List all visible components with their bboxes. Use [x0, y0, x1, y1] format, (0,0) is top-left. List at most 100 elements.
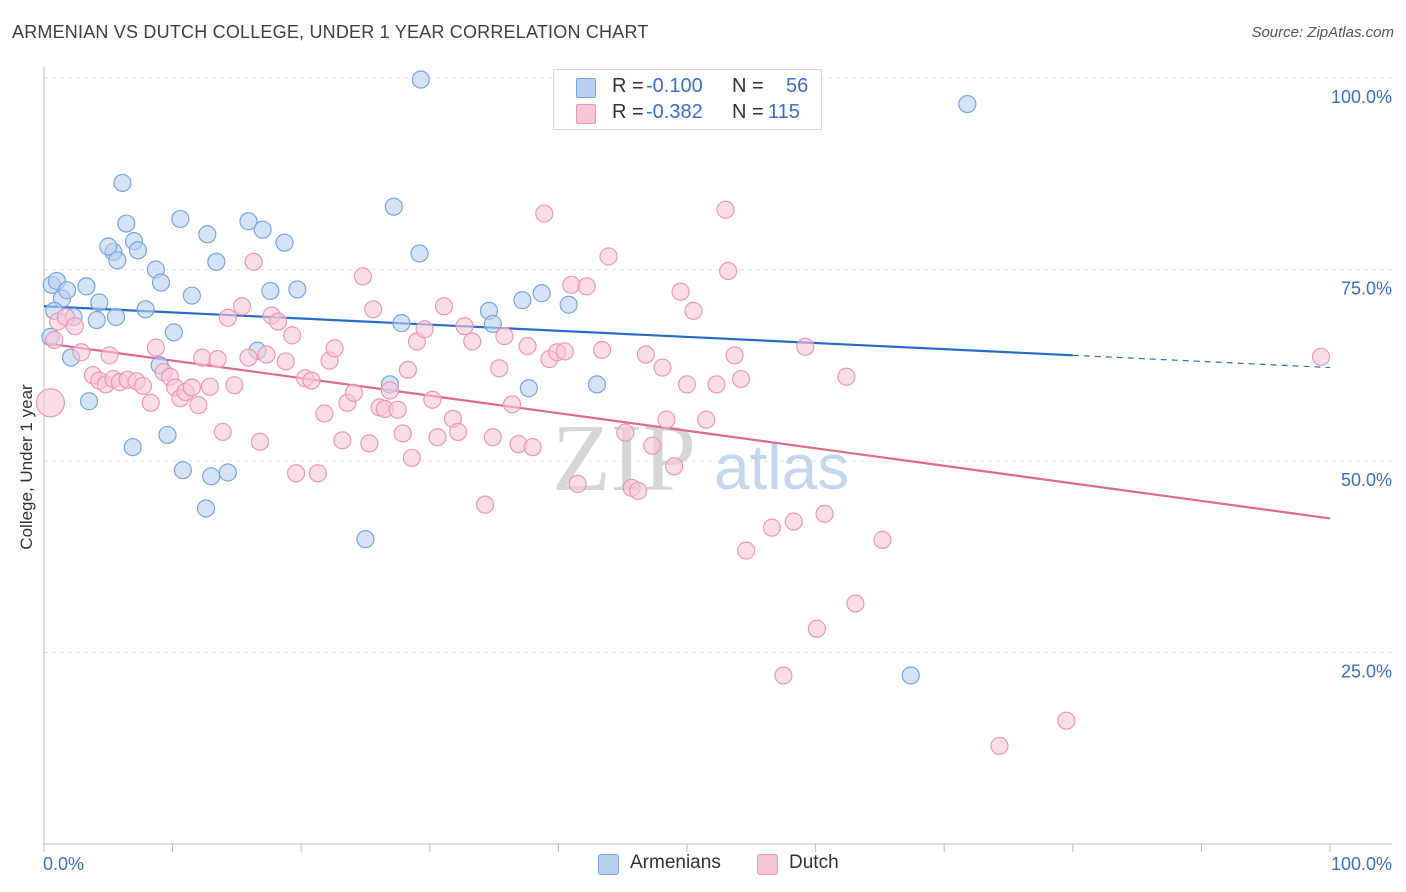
dutch-point [218, 308, 237, 327]
dutch-point [133, 376, 153, 396]
armenians-point [261, 281, 280, 301]
dutch-point [200, 377, 219, 396]
armenians-point [99, 237, 118, 256]
dutch-point [344, 383, 364, 402]
axes [43, 66, 1392, 852]
armenians-point [392, 314, 411, 333]
dutch-point [232, 297, 252, 316]
armenians-point [106, 307, 126, 327]
armenians-point [171, 209, 190, 229]
dutch-point [415, 320, 434, 339]
legend-label-armenians: Armenians [630, 852, 721, 873]
stats-legend: R = -0.100 N = 56 R = -0.382 N = 115 [553, 69, 822, 130]
armenians-point [519, 379, 538, 398]
dutch-point [141, 393, 160, 412]
dutch-point [286, 464, 306, 483]
dutch-point [593, 340, 612, 360]
dutch-point [731, 369, 751, 389]
chart-title: ARMENIAN VS DUTCH COLLEGE, UNDER 1 YEAR … [12, 22, 649, 42]
stats-row-armenians: R = -0.100 N = 56 [554, 75, 823, 101]
dutch-point [716, 200, 735, 219]
armenians-trend-extension [1072, 354, 1331, 369]
dutch-point [665, 457, 684, 476]
armenians-point [288, 280, 307, 299]
n-value-armenians: 56 [786, 75, 809, 97]
dutch-point [146, 338, 165, 357]
dutch-point [774, 666, 793, 685]
armenians-point [77, 277, 96, 296]
armenians-point [587, 375, 607, 394]
r-value-dutch: -0.382 [646, 101, 703, 123]
dutch-point [463, 332, 482, 351]
dutch-point [873, 530, 892, 549]
dutch-point [423, 390, 442, 409]
armenians-point [275, 233, 294, 252]
armenians-point [532, 284, 551, 303]
armenians-point [218, 463, 237, 482]
dutch-point [616, 423, 635, 442]
data-points [35, 70, 1331, 756]
dutch-point [1057, 711, 1076, 730]
dutch-point [490, 359, 509, 378]
dutch-point [495, 327, 514, 346]
dutch-point [208, 350, 227, 369]
armenians-point [108, 251, 127, 270]
dutch-point [1311, 347, 1331, 366]
dutch-point [643, 436, 662, 455]
dutch-point [455, 317, 474, 336]
armenians-point [158, 425, 177, 445]
armenians-point [151, 273, 171, 292]
dutch-point [388, 400, 407, 419]
dutch-point [807, 619, 826, 638]
dutch-point [72, 343, 91, 362]
y-tick-label: 25.0% [1341, 662, 1392, 682]
dutch-point [523, 438, 542, 457]
dutch-point [697, 410, 716, 429]
y-tick-label: 50.0% [1341, 470, 1392, 490]
dutch-point [535, 204, 554, 223]
dutch-point [671, 282, 690, 301]
legend-label-dutch: Dutch [789, 852, 839, 873]
dutch-point [434, 297, 454, 316]
dutch-point [653, 358, 672, 377]
dutch-point [189, 395, 208, 415]
dutch-point [393, 424, 412, 443]
dutch-point [837, 367, 856, 386]
armenians-point [58, 281, 77, 300]
armenians-point [182, 286, 201, 305]
armenians-swatch-icon [576, 78, 596, 98]
armenians-trend-line [43, 305, 1073, 357]
armenians-point [958, 94, 977, 114]
dutch-point [577, 277, 596, 296]
armenians-point [164, 323, 183, 342]
armenians-point [123, 438, 142, 457]
watermark-atlas: atlas [714, 431, 849, 503]
armenians-point [384, 197, 403, 216]
dutch-point [990, 736, 1009, 756]
dutch-point [193, 348, 212, 367]
dutch-point [599, 247, 618, 266]
dutch-point [239, 348, 258, 367]
n-label: N = [732, 75, 764, 97]
tick-labels: 25.0% 50.0% 75.0% 100.0% 0.0% 100.0% [43, 87, 1392, 874]
armenians-point [356, 530, 375, 549]
armenians-point [79, 392, 99, 411]
dutch-point [100, 346, 119, 365]
armenians-point [128, 241, 147, 260]
dutch-point [360, 434, 379, 453]
dutch-point [677, 375, 697, 394]
armenians-point [198, 225, 217, 244]
dutch-point [762, 518, 781, 537]
dutch-point [684, 301, 703, 320]
x-tick-label-min: 0.0% [43, 854, 84, 874]
dutch-point [815, 504, 834, 523]
dutch-point [244, 252, 263, 271]
x-tick-label-max: 100.0% [1331, 854, 1392, 874]
dutch-point [737, 541, 756, 560]
gridlines [44, 77, 1392, 653]
dutch-point [283, 326, 302, 345]
y-tick-label: 100.0% [1331, 87, 1392, 107]
r-label: R = [612, 101, 644, 123]
dutch-point [518, 337, 537, 356]
dutch-point [657, 410, 676, 429]
